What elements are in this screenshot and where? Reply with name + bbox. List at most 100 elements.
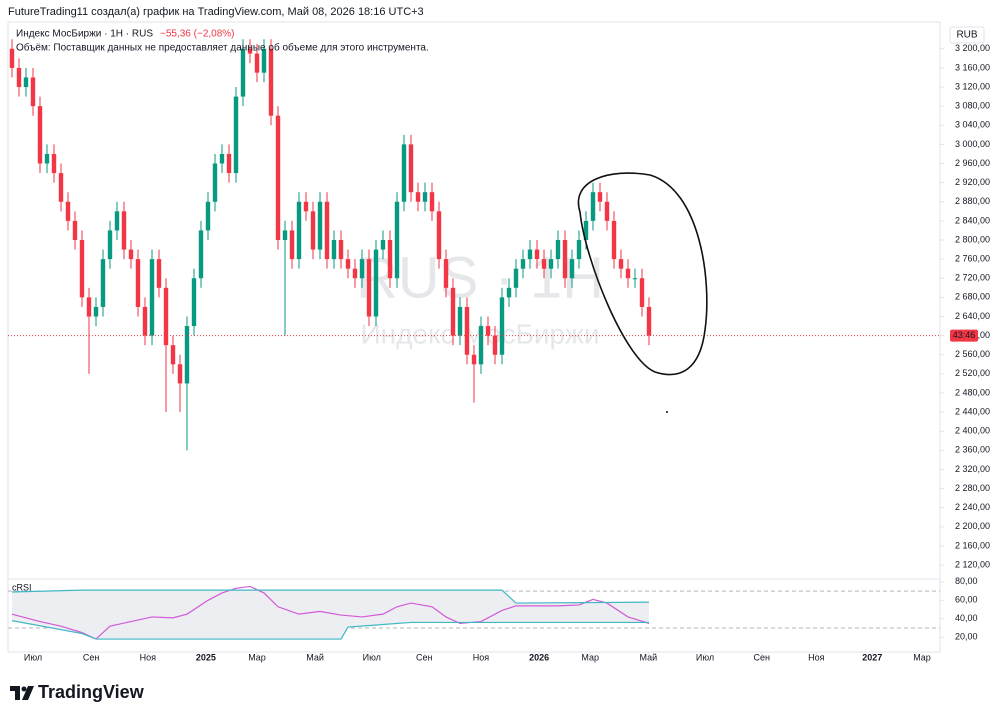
candle-body — [359, 259, 365, 279]
y-tick-label: 2 440,00 — [955, 406, 990, 416]
candle-body — [338, 240, 344, 260]
x-tick-label: Июл — [696, 652, 714, 662]
candle-body — [625, 268, 631, 279]
candle-body — [23, 77, 29, 88]
candle-body — [373, 249, 379, 317]
candle-body — [520, 259, 526, 269]
candle-body — [506, 287, 512, 298]
candle-body — [121, 211, 127, 250]
x-tick-label: 2027 — [862, 652, 882, 662]
candle-body — [380, 240, 386, 250]
currency[interactable]: RUB — [956, 30, 977, 41]
y-tick-label: 2 400,00 — [955, 426, 990, 436]
candle-body — [324, 201, 330, 260]
candle-body — [149, 259, 155, 336]
countdown-tag — [950, 329, 978, 342]
symbol: Индекс МосБиржи · 1Н · RUS — [16, 29, 153, 40]
candle-body — [261, 48, 267, 73]
y-tick-label: 2 480,00 — [955, 387, 990, 397]
candle-body — [296, 201, 302, 260]
candle-body — [394, 201, 400, 279]
y-tick-label: 3 040,00 — [955, 120, 990, 130]
candle-body — [65, 201, 71, 221]
candle-body — [114, 211, 120, 231]
candle-body — [352, 268, 358, 279]
candle-body — [79, 240, 85, 298]
candle-body — [198, 230, 204, 279]
candle-body — [604, 201, 610, 221]
candle-body — [289, 230, 295, 260]
candle-body — [478, 326, 484, 365]
y-tick-label: 3 200,00 — [955, 43, 990, 53]
candle-body — [156, 259, 162, 288]
candle-body — [632, 278, 638, 280]
candle-body — [205, 201, 211, 231]
candle-body — [275, 115, 281, 241]
candle-body — [499, 297, 505, 355]
candle-body — [597, 192, 603, 202]
y-tick-label: 3 000,00 — [955, 139, 990, 149]
candle-body — [415, 192, 421, 202]
candle-body — [443, 259, 449, 288]
y-tick-label: 60,00 — [955, 595, 978, 605]
band-line — [11, 589, 650, 604]
candle-body — [177, 364, 183, 384]
candle-body — [527, 249, 533, 260]
candle-body — [142, 306, 148, 336]
candle-body — [16, 67, 22, 88]
candle-body — [93, 306, 99, 317]
candle-body — [471, 354, 477, 365]
candle-body — [107, 230, 113, 260]
y-tick-label: 3 160,00 — [955, 62, 990, 72]
band-fill — [11, 590, 650, 640]
candle-body — [170, 345, 176, 365]
candle-body — [303, 201, 309, 212]
candle-body — [212, 163, 218, 202]
candle-body — [569, 259, 575, 279]
y-tick-label: 2 960,00 — [955, 158, 990, 168]
candle-body — [191, 278, 197, 327]
candle-body — [450, 287, 456, 336]
y-tick-label: 2 640,00 — [955, 311, 990, 321]
candle-body — [240, 48, 246, 97]
crsi-line — [11, 585, 650, 640]
y-tick-label: 2 680,00 — [955, 292, 990, 302]
candle-body — [184, 326, 190, 384]
candle-body — [254, 53, 260, 73]
x-tick-label: Ноя — [140, 652, 157, 662]
candle-body — [457, 306, 463, 336]
y-tick-label: 20,00 — [955, 632, 978, 642]
hand-drawn-ellipse — [577, 172, 708, 376]
candle-body — [282, 230, 288, 241]
band-line — [11, 620, 650, 640]
candle-body — [128, 249, 134, 260]
pane-frame — [7, 21, 941, 653]
volume-note: Объём: Поставщик данных не предоставляет… — [16, 42, 429, 54]
candle-body — [345, 259, 351, 269]
x-tick-label: Май — [639, 652, 657, 662]
brand-logo — [10, 686, 34, 700]
candle-body — [618, 259, 624, 269]
candle-body — [72, 220, 78, 241]
y-tick-label: 2 840,00 — [955, 215, 990, 225]
candle-body — [611, 220, 617, 260]
candle-body — [429, 192, 435, 212]
currency-box[interactable] — [949, 26, 985, 44]
x-tick-label: 2025 — [196, 652, 216, 662]
candle-body — [639, 278, 645, 307]
candle-body — [310, 211, 316, 250]
y-tick-label: 3 120,00 — [955, 81, 990, 91]
y-tick-label: 2 560,00 — [955, 349, 990, 359]
candle-body — [37, 106, 43, 164]
candle-body — [30, 77, 36, 107]
x-tick-label: Июл — [24, 652, 42, 662]
y-tick-label: 2 720,00 — [955, 273, 990, 283]
candle-body — [590, 192, 596, 221]
y-tick-label: 2 360,00 — [955, 445, 990, 455]
candle-body — [555, 240, 561, 260]
x-tick-label: Ноя — [808, 652, 825, 662]
candle-body — [135, 259, 141, 307]
y-tick-label: 2 200,00 — [955, 521, 990, 531]
dot — [666, 411, 668, 413]
